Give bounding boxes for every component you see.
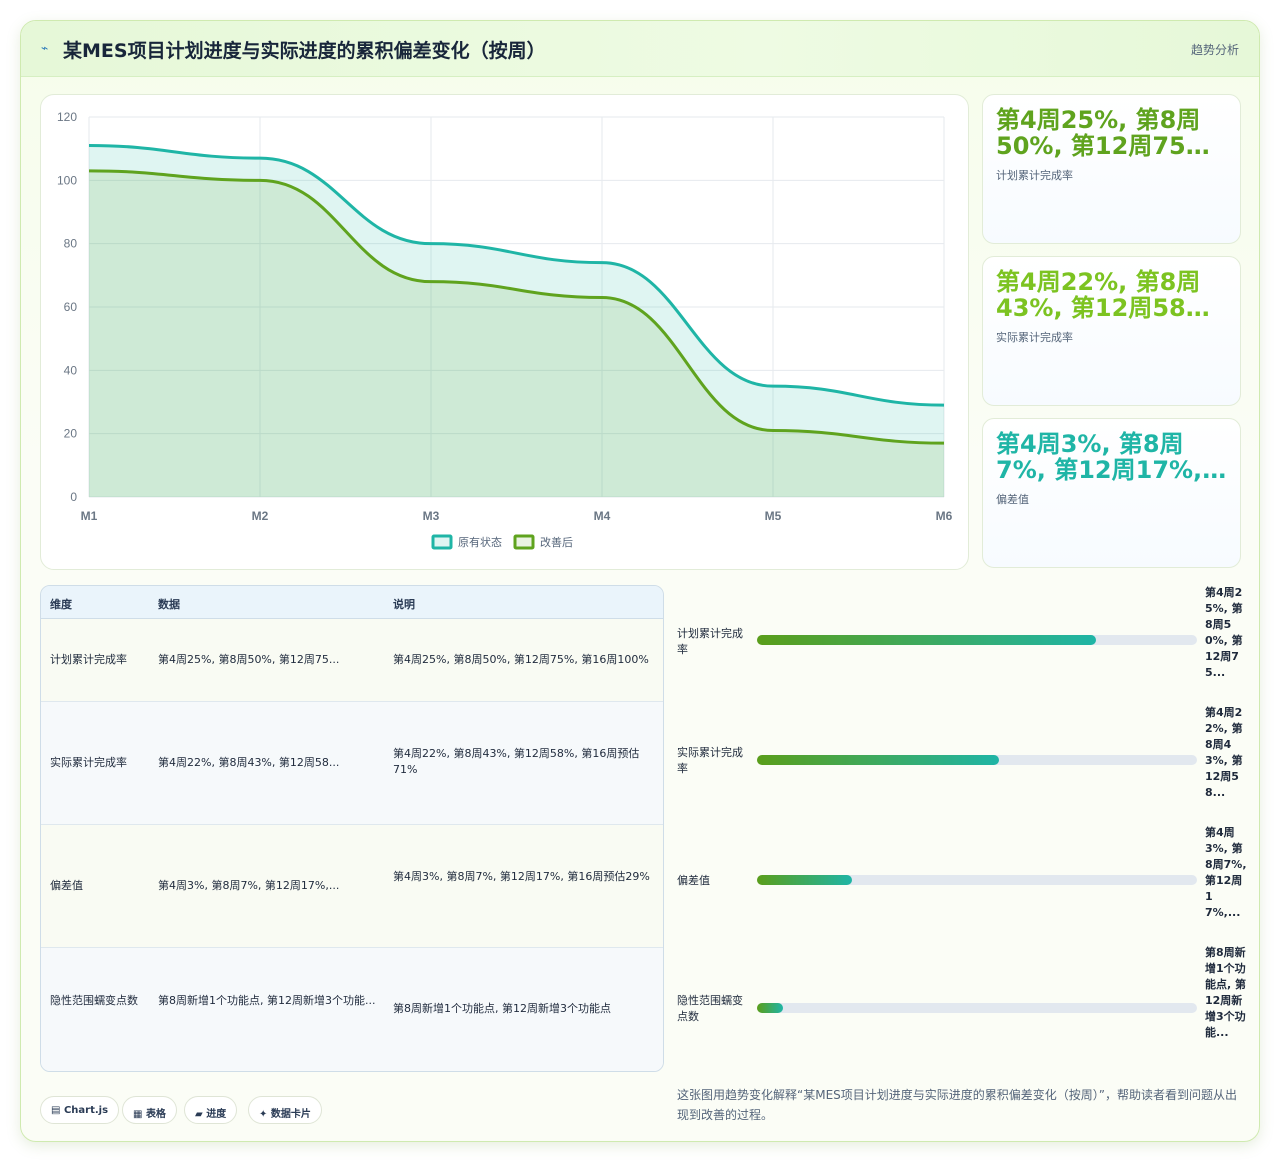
page-title: 某MES项目计划进度与实际进度的累积偏差变化（按周） [63,40,546,62]
table-cell-dimension: 计划累计完成率 [50,653,127,666]
stat-label: 偏差值 [996,493,1029,506]
chip-progress[interactable]: ▰ 进度 [184,1096,238,1124]
analysis-type-tag: 趋势分析 [1190,43,1239,57]
table-row: 计划累计完成率 第4周25%, 第8周50%, 第12周75... 第4周25%… [41,619,663,702]
y-tick-label: 20 [64,427,78,441]
y-tick-label: 120 [57,110,77,124]
stat-value: 第4周3%, 第8周7%, 第12周17%, 第16周预估29% [996,431,1203,483]
table-cell-dimension: 隐性范围蠕变点数 [50,994,138,1007]
progress-track [757,755,1197,765]
table-header: 维度 数据 说明 [41,586,663,619]
series-line-2 [88,169,945,445]
progress-label: 计划累计完成率 [677,627,743,656]
table-cell-description: 第8周新增1个功能点, 第12周新增3个功能点 [393,1002,611,1015]
chart-icon: ▤ [51,1105,61,1116]
data-table: 维度 数据 说明 计划累计完成率 第4周25%, 第8周50%, 第12周75.… [40,585,664,1072]
table-row: 偏差值 第4周3%, 第8周7%, 第12周17%,... 第4周3%, 第8周… [41,825,663,948]
table-icon: ▦ [133,1109,143,1120]
y-tick-label: 0 [70,490,77,504]
progress-label: 实际累计完成率 [677,746,743,775]
chip-label: 数据卡片 [270,1109,311,1120]
progress-track [757,635,1197,645]
progress-track [757,1003,1197,1013]
progress-fill [757,635,1096,645]
chart-description: 这张图用趋势变化解释“某MES项目计划进度与实际进度的累积偏差变化（按周）”，帮… [677,1088,1237,1122]
table-row: 实际累计完成率 第4周22%, 第8周43%, 第12周58... 第4周22%… [41,702,663,825]
column-header-dimension: 维度 [50,598,72,611]
stat-label: 计划累计完成率 [996,169,1073,182]
chip-label: 表格 [145,1109,166,1120]
stat-value: 第4周25%, 第8周50%, 第12周75%, 第16周100% [996,107,1219,159]
chart-card: 0 20 40 60 80 100 120 M1 M2 M3 M4 M5 M6 原有状态 改善后 [40,94,969,570]
table-row: 隐性范围蠕变点数 第8周新增1个功能点, 第12周新增3个功能... 第8周新增… [41,948,663,1071]
chip-table[interactable]: ▦ 表格 [122,1096,177,1124]
table-cell-data: 第4周3%, 第8周7%, 第12周17%,... [158,879,340,892]
progress-value: 第8周新增1个功能点, 第12周新增3个功能... [1205,946,1247,1039]
progress-value: 第4周22%, 第8周43%, 第12周58... [1205,706,1243,799]
progress-fill [757,755,999,765]
progress-track [757,875,1197,885]
chip-data-cards[interactable]: ✦ 数据卡片 [248,1096,322,1124]
x-tick-label: M1 [81,509,98,523]
x-tick-label: M6 [936,509,953,523]
x-tick-label: M5 [765,509,782,523]
trend-icon: ⌁ [41,41,49,55]
table-cell-dimension: 偏差值 [50,879,83,892]
table-cell-description: 第4周22%, 第8周43%, 第12周58%, 第16周预估71% [393,747,640,776]
table-cell-description: 第4周3%, 第8周7%, 第12周17%, 第16周预估29% [393,870,650,883]
stat-card-actual: 第4周22%, 第8周43%, 第12周58%, 第16周预估71% 实际累计完… [982,256,1241,406]
progress-fill [757,875,852,885]
series-area-1 [89,145,944,497]
progress-list: 计划累计完成率 第4周25%, 第8周50%, 第12周75... 实际累计完成… [675,585,1259,1085]
column-header-description: 说明 [393,598,415,611]
stat-value: 第4周22%, 第8周43%, 第12周58%, 第16周预估71% [996,269,1219,321]
table-cell-dimension: 实际累计完成率 [50,756,127,769]
sparkle-icon: ✦ [259,1109,268,1120]
series-area-2 [89,170,944,497]
y-tick-label: 60 [64,300,78,314]
table-cell-description: 第4周25%, 第8周50%, 第12周75%, 第16周100% [393,653,649,666]
dashboard-frame: ⌁ 某MES项目计划进度与实际进度的累积偏差变化（按周） 趋势分析 0 20 40 6… [20,20,1260,1142]
chip-chartjs[interactable]: ▤ Chart.js [40,1096,120,1124]
y-tick-label: 80 [64,237,78,251]
table-cell-data: 第8周新增1个功能点, 第12周新增3个功能... [158,994,376,1007]
chip-label: Chart.js [63,1105,109,1116]
legend-swatch [431,534,453,550]
legend-swatch [513,534,535,550]
table-cell-data: 第4周25%, 第8周50%, 第12周75... [158,653,340,666]
progress-label: 偏差值 [677,874,710,887]
chip-label: 进度 [206,1109,227,1120]
column-header-data: 数据 [158,598,180,611]
progress-fill [757,1003,784,1013]
stat-card-plan: 第4周25%, 第8周50%, 第12周75%, 第16周100% 计划累计完成… [982,94,1241,244]
progress-label: 隐性范围蠕变点数 [677,994,743,1023]
stat-label: 实际累计完成率 [996,331,1073,344]
series-line-1 [88,144,945,407]
x-tick-label: M4 [594,509,611,523]
area-chart: 0 20 40 60 80 100 120 M1 M2 M3 M4 M5 M6 原有状态 改善后 [57,110,953,550]
progress-value: 第4周25%, 第8周50%, 第12周75... [1205,586,1243,679]
progress-icon: ▰ [195,1109,203,1120]
x-tick-label: M2 [252,509,269,523]
progress-value: 第4周3%, 第8周7%, 第12周17%,... [1205,826,1247,919]
stat-card-deviation: 第4周3%, 第8周7%, 第12周17%, 第16周预估29% 偏差值 [982,418,1241,568]
y-tick-label: 100 [57,173,77,187]
table-cell-data: 第4周22%, 第8周43%, 第12周58... [158,756,340,769]
x-tick-label: M3 [423,509,440,523]
legend-label: 原有状态 [458,535,502,549]
header: ⌁ 某MES项目计划进度与实际进度的累积偏差变化（按周） 趋势分析 [21,21,1259,77]
legend-label: 改善后 [540,535,573,549]
y-tick-label: 40 [64,363,78,377]
